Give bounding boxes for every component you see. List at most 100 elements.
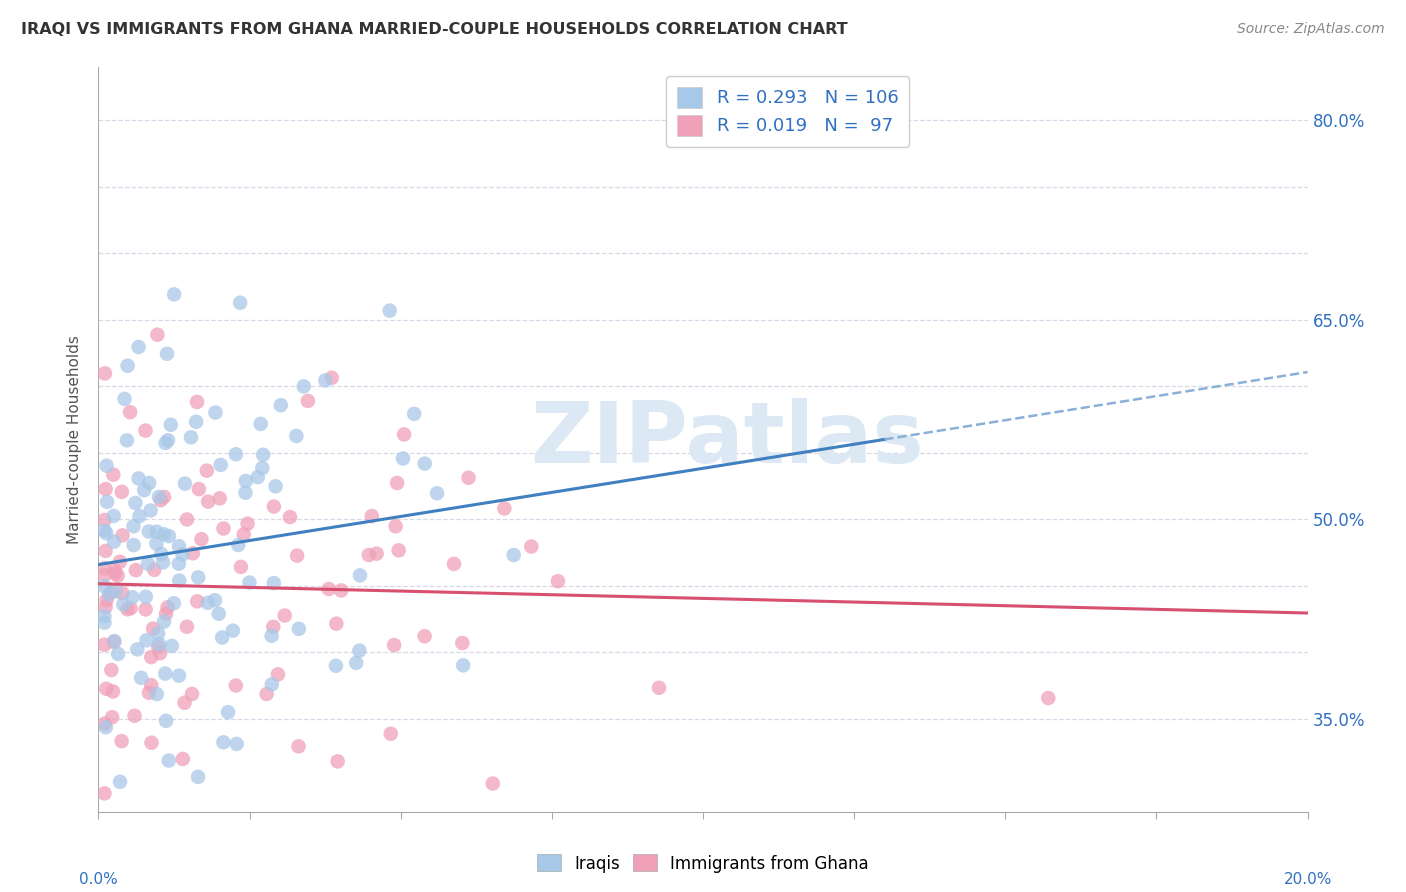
Point: [260, 677, 283, 691]
Point: [93, 579, 115, 593]
Point: [382, 638, 405, 652]
Point: [263, 500, 285, 514]
Point: [107, 647, 129, 661]
Point: [103, 508, 125, 523]
Point: [93, 568, 115, 582]
Point: [120, 601, 142, 615]
Point: [134, 483, 156, 498]
Point: [413, 629, 436, 643]
Point: [103, 635, 125, 649]
Point: [229, 560, 252, 574]
Point: [112, 598, 135, 612]
Point: [138, 476, 160, 491]
Point: [287, 739, 309, 754]
Point: [167, 557, 190, 571]
Point: [93, 638, 115, 652]
Point: [157, 529, 180, 543]
Point: [145, 536, 167, 550]
Point: [285, 549, 308, 563]
Point: [94, 716, 117, 731]
Point: [117, 359, 139, 373]
Point: [163, 596, 186, 610]
Point: [380, 727, 402, 741]
Point: [115, 434, 138, 448]
Point: [152, 556, 174, 570]
Point: [267, 667, 290, 681]
Point: [278, 510, 301, 524]
Point: [297, 393, 319, 408]
Point: [148, 637, 170, 651]
Point: [129, 671, 152, 685]
Point: [101, 710, 124, 724]
Point: [187, 770, 209, 784]
Point: [197, 494, 219, 508]
Point: [648, 681, 671, 695]
Point: [217, 705, 239, 719]
Point: [141, 650, 163, 665]
Point: [451, 658, 474, 673]
Point: [392, 451, 415, 466]
Point: [124, 496, 146, 510]
Point: [148, 490, 170, 504]
Point: [173, 696, 195, 710]
Point: [181, 546, 204, 560]
Point: [392, 427, 415, 442]
Point: [149, 646, 172, 660]
Point: [235, 485, 257, 500]
Point: [174, 476, 197, 491]
Point: [155, 607, 177, 621]
Point: [156, 347, 179, 361]
Point: [93, 513, 115, 527]
Point: [156, 600, 179, 615]
Point: [143, 563, 166, 577]
Point: [204, 406, 226, 420]
Point: [104, 584, 127, 599]
Point: [100, 585, 122, 599]
Point: [103, 634, 125, 648]
Point: [141, 678, 163, 692]
Point: [111, 484, 134, 499]
Point: [169, 574, 191, 588]
Point: [93, 561, 115, 575]
Point: [344, 656, 367, 670]
Point: [96, 681, 118, 696]
Point: [195, 464, 218, 478]
Point: [107, 568, 129, 582]
Point: [232, 527, 254, 541]
Point: [502, 548, 524, 562]
Point: [263, 576, 285, 591]
Point: [270, 398, 292, 412]
Point: [93, 615, 115, 630]
Point: [457, 471, 479, 485]
Point: [111, 528, 134, 542]
Point: [388, 543, 411, 558]
Point: [134, 424, 156, 438]
Point: [321, 370, 343, 384]
Point: [176, 512, 198, 526]
Point: [186, 395, 208, 409]
Point: [238, 575, 260, 590]
Point: [246, 470, 269, 484]
Point: [97, 587, 120, 601]
Point: [138, 686, 160, 700]
Point: [153, 490, 176, 504]
Point: [330, 583, 353, 598]
Point: [135, 602, 157, 616]
Point: [122, 538, 145, 552]
Point: [236, 516, 259, 531]
Point: [349, 643, 371, 657]
Point: [156, 434, 179, 448]
Point: [314, 373, 336, 387]
Point: [139, 503, 162, 517]
Point: [520, 540, 543, 554]
Point: [155, 436, 177, 450]
Point: [366, 547, 388, 561]
Point: [150, 547, 173, 561]
Point: [153, 527, 176, 541]
Point: [136, 557, 159, 571]
Point: [256, 687, 278, 701]
Point: [208, 491, 231, 506]
Point: [146, 327, 169, 342]
Point: [225, 447, 247, 461]
Point: [145, 524, 167, 539]
